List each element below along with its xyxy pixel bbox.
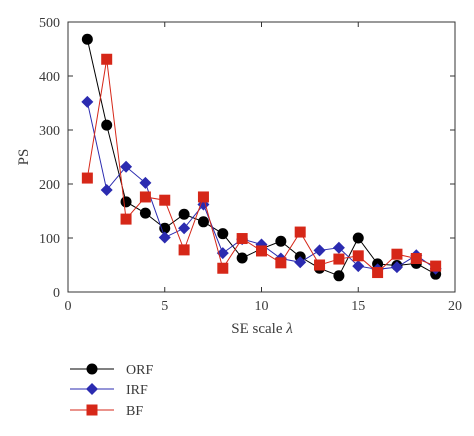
legend-item-orf: ORF (70, 363, 153, 378)
data-point-bf (197, 191, 209, 203)
legend-item-bf: BF (70, 404, 143, 419)
data-point-bf (391, 248, 403, 260)
data-point-bf (275, 257, 287, 269)
x-tick-label: 15 (351, 299, 365, 314)
y-tick-label: 200 (39, 178, 60, 193)
y-tick-label: 500 (39, 16, 60, 31)
data-point-orf (236, 252, 248, 264)
axis-ticks (67, 21, 456, 293)
data-point-orf (178, 208, 190, 220)
data-point-irf (81, 95, 94, 108)
data-point-irf (100, 183, 113, 196)
data-point-bf (352, 250, 364, 262)
data-point-bf (294, 226, 306, 238)
data-point-bf (430, 260, 442, 272)
y-tick-label: 400 (39, 70, 60, 85)
data-point-orf (197, 216, 209, 228)
legend-marker-orf (86, 363, 98, 375)
x-axis-label: SE scale (231, 321, 283, 337)
data-point-irf (332, 241, 345, 254)
data-point-bf (410, 253, 422, 265)
data-point-orf (101, 119, 113, 131)
data-point-orf (217, 228, 229, 240)
x-axis-symbol: λ (285, 321, 293, 337)
data-point-orf (120, 196, 132, 208)
data-point-orf (333, 270, 345, 282)
data-point-orf (81, 33, 93, 45)
data-point-bf (236, 233, 248, 245)
x-tick-label: 10 (255, 299, 269, 314)
data-point-bf (81, 172, 93, 184)
data-point-irf (294, 256, 307, 269)
legend-item-irf: IRF (70, 383, 148, 398)
data-point-bf (101, 53, 113, 65)
y-tick-labels: 0 100 200 300 400 500 (39, 16, 60, 301)
data-point-orf (139, 207, 151, 219)
data-point-bf (139, 191, 151, 203)
y-tick-label: 0 (53, 286, 60, 301)
data-point-bf (333, 253, 345, 265)
legend-label-orf: ORF (126, 363, 153, 378)
x-axis-title: SE scale λ (231, 321, 293, 337)
data-point-irf (120, 160, 133, 173)
data-point-irf (352, 260, 365, 273)
legend-marker-irf (86, 383, 98, 395)
y-tick-label: 100 (39, 232, 60, 247)
data-point-bf (372, 267, 384, 279)
x-tick-label: 0 (65, 299, 72, 314)
data-point-bf (314, 259, 326, 271)
data-point-orf (352, 232, 364, 244)
data-point-irf (313, 244, 326, 257)
data-point-bf (120, 213, 132, 225)
data-point-orf (275, 235, 287, 247)
data-point-irf (139, 176, 152, 189)
data-point-bf (159, 194, 171, 206)
legend-label-irf: IRF (126, 383, 148, 398)
series-bf (81, 53, 442, 279)
data-point-bf (256, 245, 267, 257)
y-axis-title: PS (16, 149, 32, 166)
data-point-irf (158, 231, 171, 244)
series-layer (81, 33, 442, 282)
x-tick-label: 5 (161, 299, 168, 314)
x-tick-label: 20 (448, 299, 462, 314)
legend-label-bf: BF (126, 404, 143, 419)
data-point-bf (217, 262, 229, 274)
data-point-irf (390, 261, 403, 274)
series-irf (81, 95, 442, 276)
x-tick-labels: 0 5 10 15 20 (65, 299, 463, 314)
y-tick-label: 300 (39, 124, 60, 139)
legend-marker-bf (86, 404, 98, 416)
data-point-bf (178, 244, 190, 256)
data-point-irf (178, 222, 191, 235)
legend: ORF IRF BF (70, 363, 153, 419)
